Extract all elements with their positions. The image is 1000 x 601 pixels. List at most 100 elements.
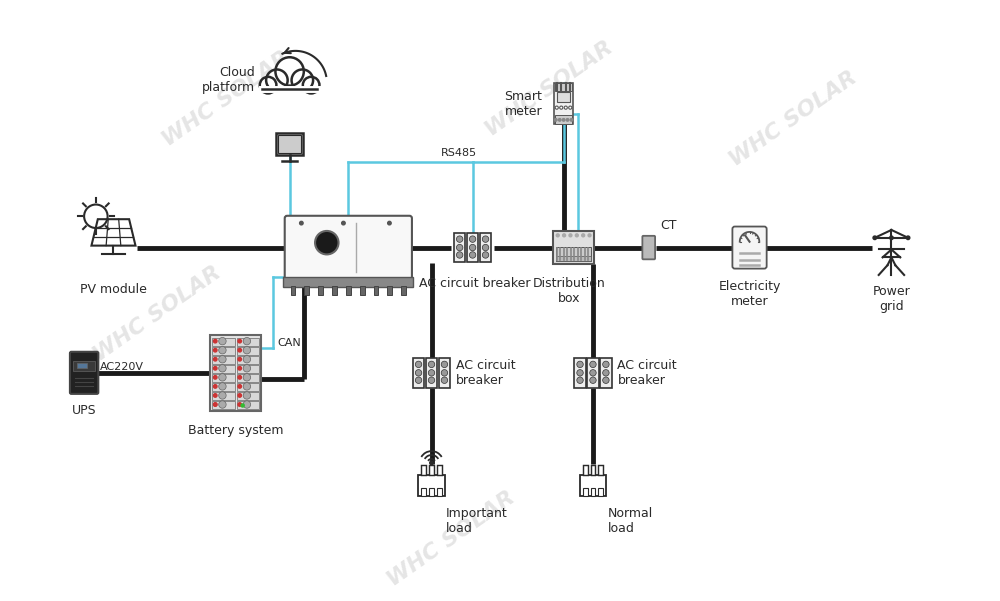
- Circle shape: [243, 365, 251, 372]
- Circle shape: [213, 394, 217, 397]
- Bar: [421, 488, 426, 496]
- Circle shape: [219, 356, 226, 363]
- Circle shape: [569, 106, 572, 109]
- Circle shape: [266, 70, 288, 91]
- Bar: [556, 256, 591, 261]
- Circle shape: [219, 365, 226, 372]
- Bar: [591, 488, 595, 496]
- Circle shape: [603, 370, 609, 376]
- Circle shape: [562, 118, 565, 121]
- Text: AC220V: AC220V: [100, 362, 144, 372]
- Bar: [212, 383, 235, 391]
- Text: WHC SOLAR: WHC SOLAR: [90, 263, 225, 365]
- Text: UPS: UPS: [72, 404, 96, 417]
- Text: Normal
load: Normal load: [608, 507, 653, 535]
- Text: Cloud
platform: Cloud platform: [202, 66, 255, 94]
- Circle shape: [342, 221, 345, 225]
- FancyBboxPatch shape: [276, 133, 303, 154]
- Bar: [580, 475, 606, 496]
- Text: CAN: CAN: [277, 338, 301, 349]
- Bar: [73, 361, 95, 371]
- Bar: [413, 358, 424, 388]
- Bar: [237, 383, 259, 391]
- Bar: [237, 401, 259, 409]
- Circle shape: [456, 245, 463, 251]
- Bar: [583, 465, 588, 475]
- Bar: [283, 277, 413, 287]
- Circle shape: [441, 370, 448, 376]
- Text: AC circuit
breaker: AC circuit breaker: [617, 359, 677, 387]
- Bar: [291, 285, 295, 294]
- Bar: [237, 347, 259, 355]
- Circle shape: [219, 383, 226, 390]
- FancyBboxPatch shape: [553, 231, 594, 264]
- Circle shape: [428, 377, 435, 383]
- Circle shape: [243, 374, 251, 381]
- Circle shape: [469, 245, 476, 251]
- Bar: [437, 488, 442, 496]
- Circle shape: [575, 234, 578, 237]
- Circle shape: [243, 392, 251, 399]
- Bar: [212, 338, 235, 346]
- Circle shape: [260, 77, 276, 93]
- Bar: [212, 392, 235, 400]
- Circle shape: [590, 377, 596, 383]
- Circle shape: [560, 106, 563, 109]
- Circle shape: [213, 385, 217, 388]
- Circle shape: [564, 106, 567, 109]
- Circle shape: [441, 361, 448, 368]
- Circle shape: [238, 367, 241, 370]
- Circle shape: [415, 377, 422, 383]
- Circle shape: [603, 361, 609, 368]
- Bar: [212, 356, 235, 364]
- Text: Smart
meter: Smart meter: [504, 90, 542, 118]
- Text: Power
grid: Power grid: [873, 285, 910, 313]
- Bar: [212, 347, 235, 355]
- Circle shape: [570, 118, 573, 121]
- Circle shape: [569, 234, 572, 237]
- Circle shape: [482, 236, 489, 242]
- FancyBboxPatch shape: [732, 227, 767, 269]
- Circle shape: [890, 236, 893, 240]
- Circle shape: [430, 461, 433, 465]
- Bar: [77, 363, 87, 368]
- Circle shape: [300, 221, 303, 225]
- Bar: [278, 135, 301, 153]
- Circle shape: [238, 403, 241, 406]
- Bar: [555, 83, 572, 91]
- FancyBboxPatch shape: [210, 335, 261, 411]
- Bar: [587, 358, 599, 388]
- Circle shape: [428, 361, 435, 368]
- Text: Electricity
meter: Electricity meter: [718, 280, 781, 308]
- Bar: [212, 365, 235, 373]
- Bar: [426, 358, 437, 388]
- Bar: [332, 285, 337, 294]
- Circle shape: [577, 370, 583, 376]
- Circle shape: [238, 376, 241, 379]
- Circle shape: [243, 347, 251, 354]
- Polygon shape: [91, 219, 135, 246]
- Circle shape: [243, 383, 251, 390]
- Circle shape: [243, 401, 251, 408]
- Bar: [401, 285, 406, 294]
- Bar: [360, 285, 365, 294]
- Bar: [237, 338, 259, 346]
- Text: CT: CT: [660, 219, 677, 232]
- Circle shape: [214, 403, 217, 406]
- Bar: [583, 488, 588, 496]
- Bar: [480, 233, 491, 262]
- Text: WHC SOLAR: WHC SOLAR: [159, 47, 293, 150]
- Circle shape: [238, 394, 241, 397]
- Bar: [304, 285, 309, 294]
- Circle shape: [577, 361, 583, 368]
- Circle shape: [219, 401, 226, 408]
- Circle shape: [588, 234, 591, 237]
- Circle shape: [243, 337, 251, 345]
- Text: AC circuit breaker: AC circuit breaker: [419, 277, 530, 290]
- Circle shape: [303, 77, 319, 93]
- Bar: [467, 233, 478, 262]
- Circle shape: [388, 221, 391, 225]
- Circle shape: [213, 340, 217, 343]
- Circle shape: [456, 236, 463, 242]
- FancyBboxPatch shape: [285, 216, 412, 279]
